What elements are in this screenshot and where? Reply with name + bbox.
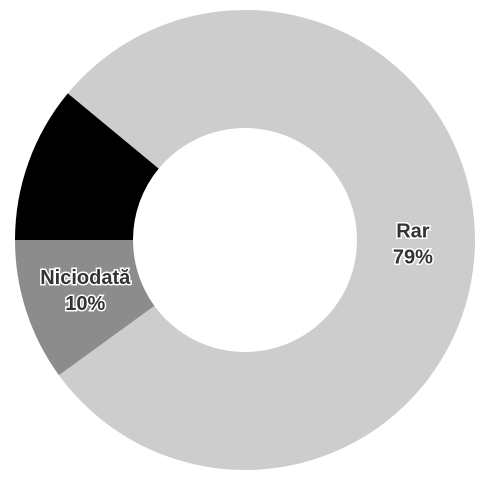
slice-label: Niciodată <box>40 267 131 289</box>
slice <box>15 93 159 240</box>
slice-value: 79% <box>393 247 433 269</box>
slice-value: 10% <box>65 293 105 315</box>
slice <box>14 240 155 376</box>
slice <box>58 9 476 471</box>
slice-label: Rar <box>396 221 430 243</box>
